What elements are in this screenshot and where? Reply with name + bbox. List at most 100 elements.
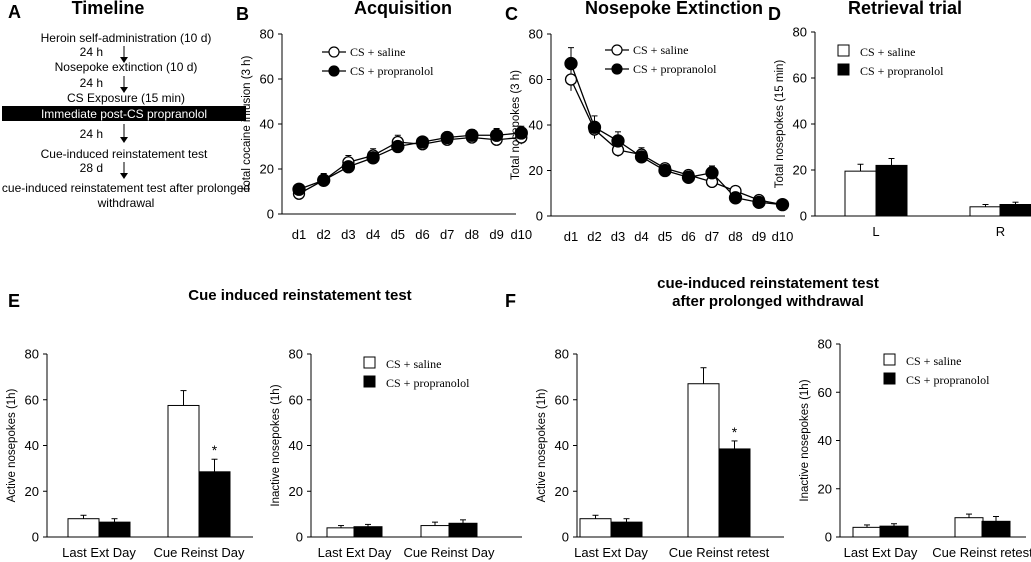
timeline-title: Timeline [72,0,145,18]
x-tick-label: d5 [391,227,405,242]
y-tick-label: 80 [529,27,543,42]
bar-saline [67,518,100,538]
legend-marker-propranolol [328,65,340,77]
x-tick-label: d8 [465,227,479,242]
chart-title: Acquisition [354,0,452,18]
y-tick-label: 80 [818,337,832,352]
x-tick-label: d6 [681,229,695,244]
data-point-propranolol [415,135,430,149]
legend-swatch-propranolol [363,375,376,388]
bar-saline [687,383,720,538]
y-tick-label: 60 [25,392,39,407]
y-tick-label: 0 [800,209,807,224]
y-tick-label: 20 [289,484,303,499]
bar-saline [852,526,882,538]
y-tick-label: 80 [289,347,303,362]
legend-label-saline: CS + saline [386,357,441,371]
panel-letter-f: F [505,291,516,311]
y-tick-label: 60 [818,385,832,400]
x-tick-label: d1 [564,229,578,244]
bar-propranolol [353,526,383,538]
chart-f-active-nosepokes: 0 20 40 60 80 Active nosepokes (1h) F Last Ext … [505,291,784,560]
x-tick-label: Cue Reinst Day [153,545,245,560]
section-title-e: Cue induced reinstatement test [188,287,411,304]
section-title-f-line2: after prolonged withdrawal [672,293,864,310]
y-axis-label: Total nosepokes (3 h) [510,70,522,180]
section-title-f-line1: cue-induced reinstatement test [657,275,879,292]
y-tick-label: 0 [825,530,832,545]
y-tick-label: 80 [793,25,807,40]
y-tick-label: 40 [818,433,832,448]
significance-marker: * [212,442,218,458]
timeline-arrowhead-1 [120,57,128,63]
bar-propranolol [98,521,131,538]
panel-letter-b: B [236,4,249,24]
legend-label-propranolol: CS + propranolol [350,64,434,78]
chart-nosepoke-extinction: 0 20 40 60 80 Total nosepokes (3 h) C Nosepoke … [505,0,793,244]
bar-propranolol [718,448,751,538]
y-axis-label: Active nosepokes (1h) [6,388,18,502]
data-point-propranolol [611,134,625,148]
timeline-step-heroin: Heroin self-administration (10 d) [41,31,212,45]
data-point-propranolol [634,150,649,164]
timeline-step-withdrawal: withdrawal [97,196,155,210]
x-tick-label: Last Ext Day [574,545,648,560]
legend-marker-saline [611,44,623,56]
x-tick-label: Cue Reinst retest [932,545,1031,560]
y-tick-label: 60 [793,71,807,86]
timeline-arrowhead-2 [120,87,128,93]
x-tick-label: d2 [316,227,330,242]
significance-marker: * [732,424,738,440]
y-axis-label: Active nosepokes (1h) [536,388,548,502]
legend-label-saline: CS + saline [860,45,915,59]
y-tick-label: 20 [793,163,807,178]
timeline-interval-4: 28 d [80,161,103,175]
chart-title: Nosepoke Extinction [585,0,763,18]
legend-swatch-saline [363,356,376,369]
series-line-saline [298,136,522,195]
data-point-propranolol [587,120,602,134]
data-point-propranolol [366,151,380,165]
x-tick-label: Cue Reinst retest [669,545,770,560]
chart-acquisition: 0 20 40 60 80 Total cocaine infusion (3 h) B Ac… [236,0,532,242]
x-tick-label: d10 [772,229,794,244]
series-line-propranolol [298,132,522,190]
y-tick-label: 20 [260,162,274,177]
x-tick-label: d8 [728,229,742,244]
data-point-propranolol [317,173,331,187]
bar-saline [420,525,450,538]
legend-swatch-propranolol [883,372,896,385]
legend-marker-saline [328,46,340,58]
x-tick-label: Last Ext Day [318,545,392,560]
legend-label-saline: CS + saline [633,43,688,57]
x-tick-label: d9 [752,229,766,244]
x-tick-label: Last Ext Day [62,545,136,560]
data-point-propranolol [728,191,743,205]
chart-e-inactive-nosepokes: 0 20 40 60 80 Inactive nosepokes (1h) Last Ext… [270,347,522,560]
x-tick-label: Cue Reinst Day [403,545,495,560]
data-point-propranolol [514,126,528,140]
legend-label-propranolol: CS + propranolol [906,373,990,387]
timeline-step-prolonged: cue-induced reinstatement test after pro… [2,181,250,195]
bar-propranolol [999,204,1031,217]
x-tick-label: d9 [489,227,503,242]
y-tick-label: 40 [289,438,303,453]
data-point-saline [564,73,578,86]
chart-e-active-nosepokes: 0 20 40 60 80 Active nosepokes (1h) E Last Ext … [6,291,253,560]
x-tick-label: d5 [658,229,672,244]
legend-swatch-saline [837,44,850,57]
data-point-propranolol [752,195,766,210]
x-tick-label: R [996,224,1005,239]
y-tick-label: 0 [562,530,569,545]
y-axis-label: Total nosepokes (15 min) [774,60,786,189]
data-point-propranolol [775,197,790,212]
y-axis-label: Inactive nosepokes (1h) [799,379,811,501]
x-tick-label: d6 [415,227,429,242]
panel-letter-a: A [8,2,21,22]
legend-swatch-propranolol [837,63,850,76]
y-tick-label: 0 [296,530,303,545]
timeline-arrowhead-3 [120,137,128,143]
panel-letter-d: D [768,4,781,24]
y-tick-label: 20 [555,484,569,499]
